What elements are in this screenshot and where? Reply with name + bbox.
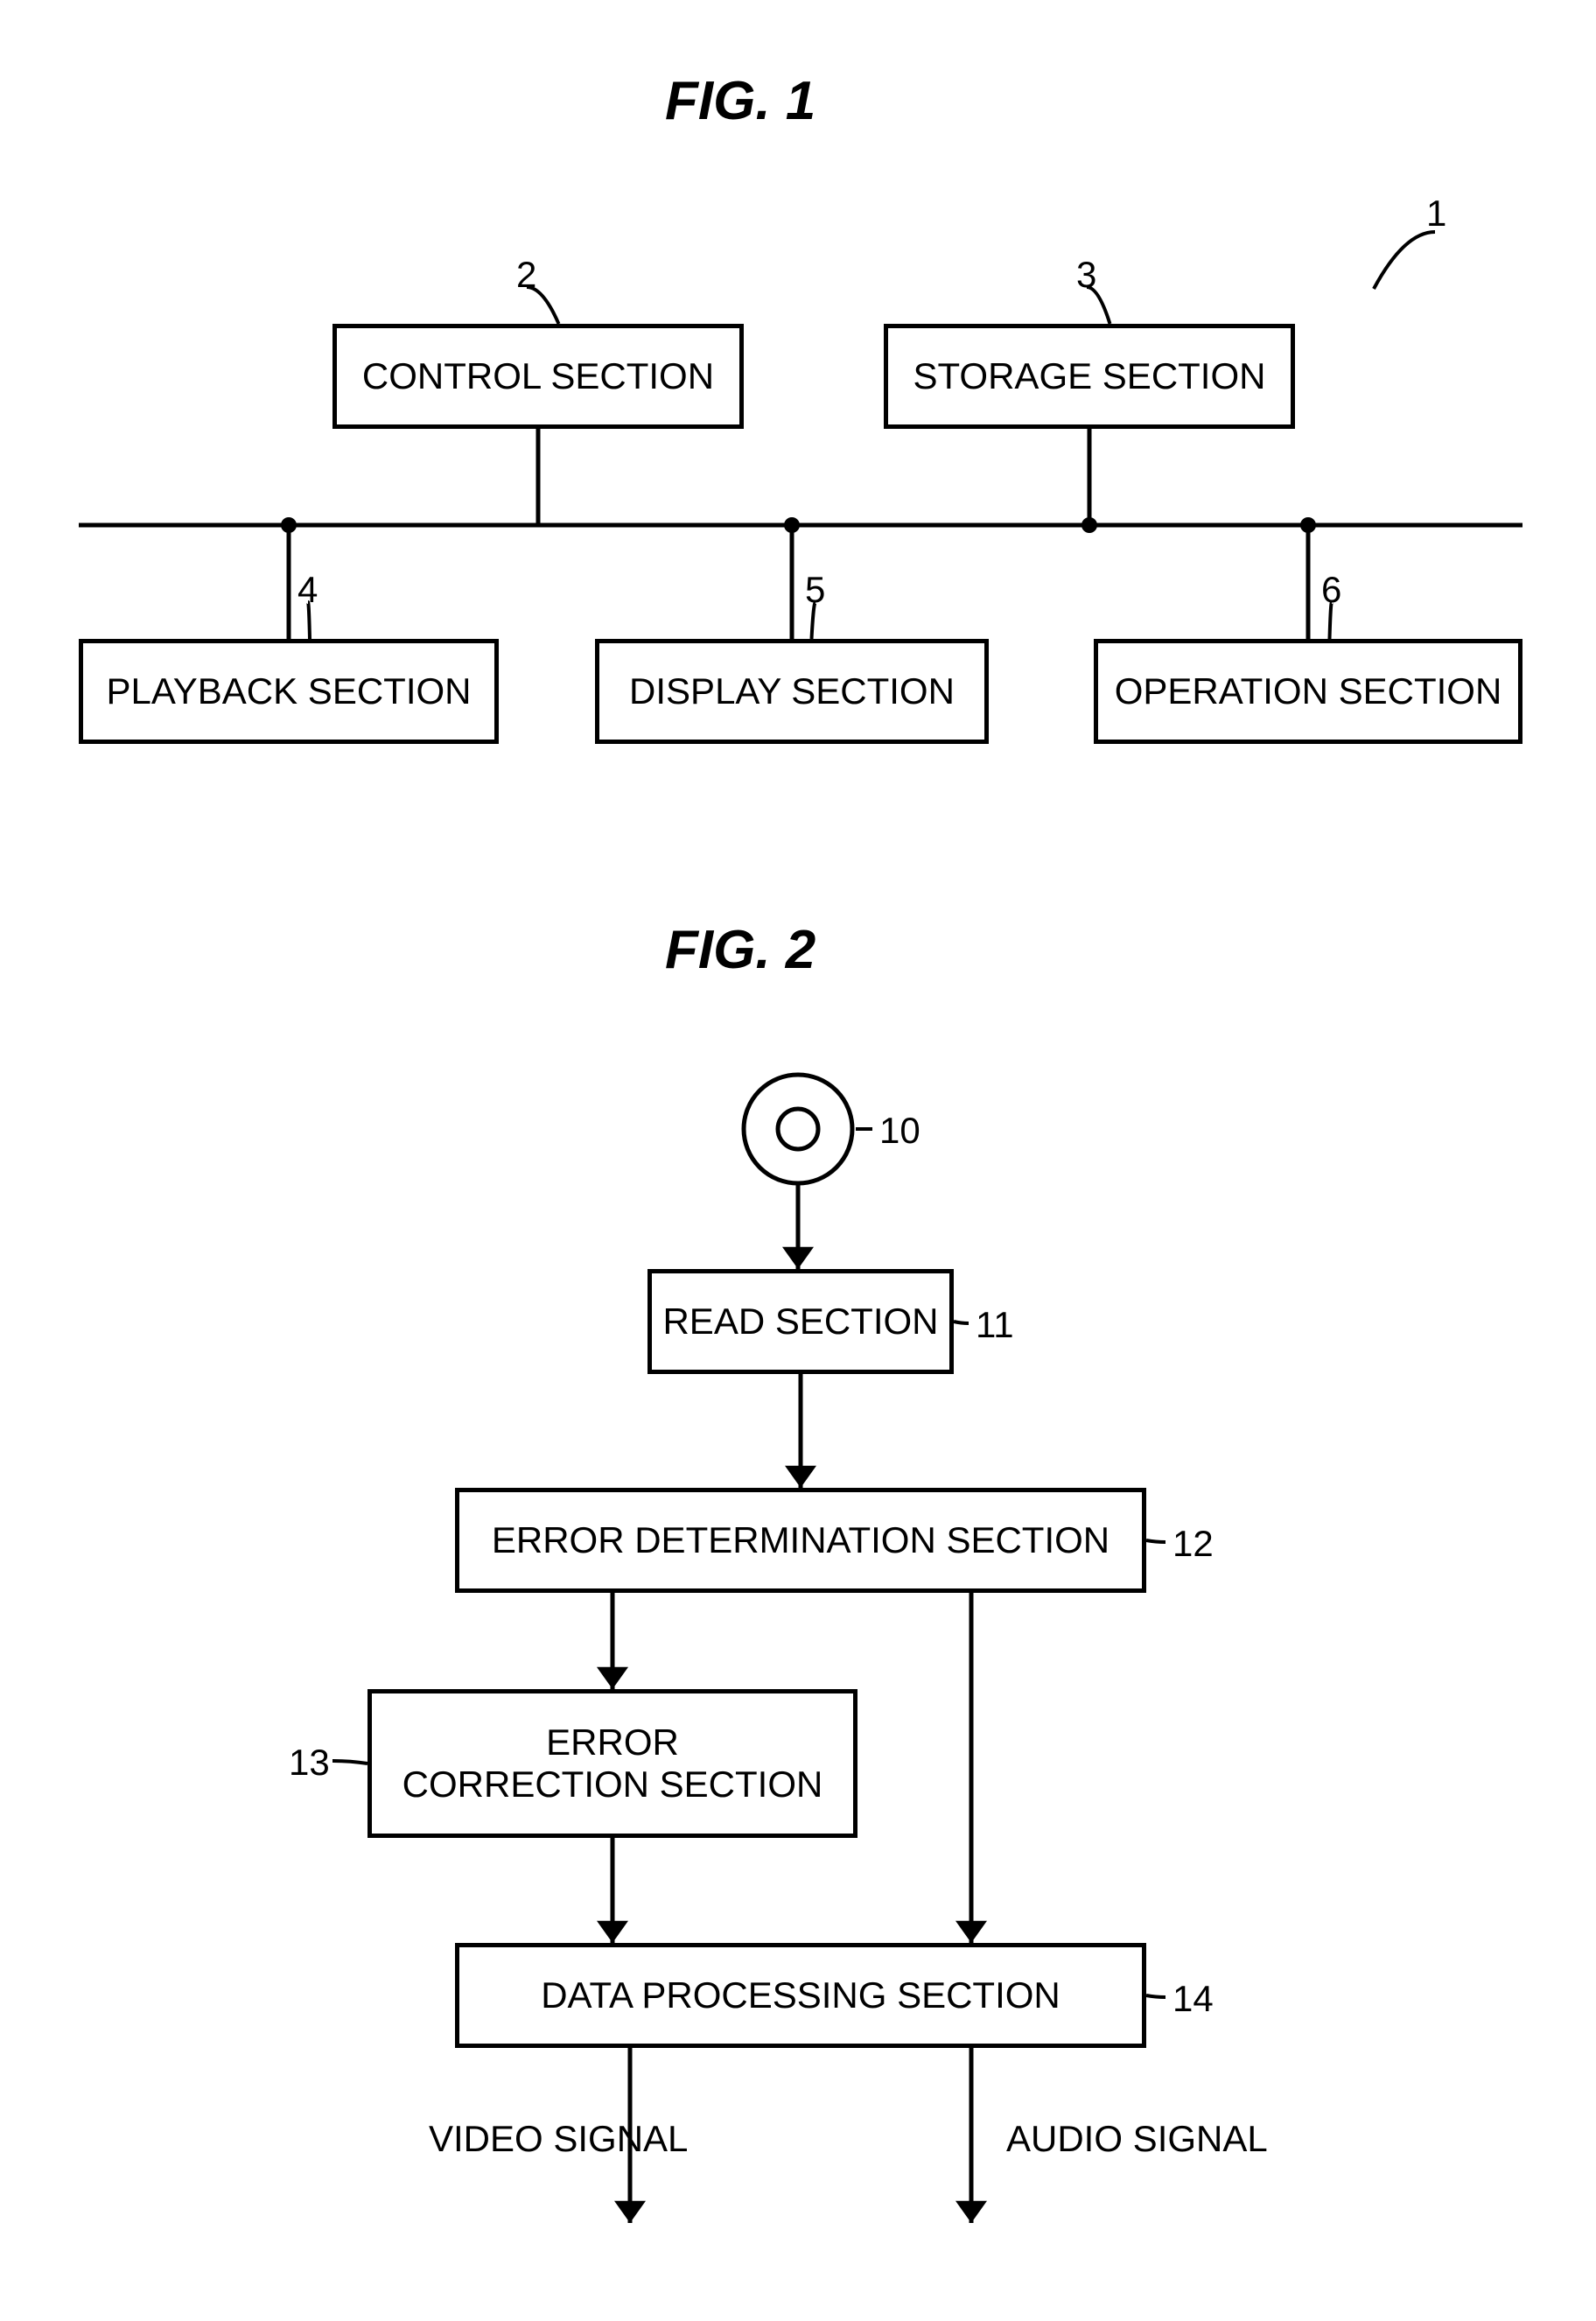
fig2-video-label: VIDEO SIGNAL [429,2118,688,2160]
fig2-read-box: READ SECTION [648,1269,954,1374]
fig1-operation-number: 6 [1321,569,1341,611]
fig2-errdet-number: 12 [1172,1523,1214,1565]
fig2-dataproc-box: DATA PROCESSING SECTION [455,1943,1146,2048]
fig2-dataproc-number: 14 [1172,1978,1214,2020]
fig2-disc-number: 10 [879,1110,920,1152]
fig2-errcorr-box: ERRORCORRECTION SECTION [368,1689,858,1838]
fig1-title: FIG. 1 [665,70,816,132]
fig1-operation-box: OPERATION SECTION [1094,639,1522,744]
fig1-storage-box: STORAGE SECTION [884,324,1295,429]
fig2-read-number: 11 [976,1304,1014,1346]
fig1-playback-box: PLAYBACK SECTION [79,639,499,744]
fig1-playback-number: 4 [298,569,318,611]
fig2-errcorr-number: 13 [289,1742,330,1784]
fig2-audio-label: AUDIO SIGNAL [1006,2118,1268,2160]
fig1-control-number: 2 [516,254,536,296]
fig1-system-number: 1 [1426,193,1446,235]
fig1-display-number: 5 [805,569,825,611]
fig1-storage-number: 3 [1076,254,1096,296]
fig2-errdet-box: ERROR DETERMINATION SECTION [455,1488,1146,1593]
fig1-control-box: CONTROL SECTION [332,324,744,429]
fig1-display-box: DISPLAY SECTION [595,639,989,744]
page: FIG. 1 CONTROL SECTION 2 STORAGE SECTION… [0,0,1596,2321]
fig2-title: FIG. 2 [665,919,816,981]
